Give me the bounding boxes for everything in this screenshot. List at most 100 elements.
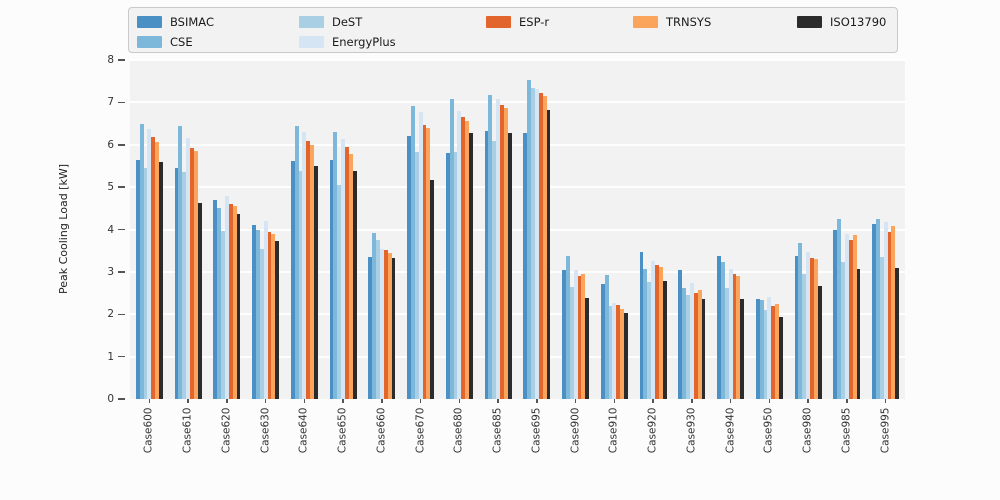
bar-TRNSYS-Case930 [697, 290, 702, 399]
bar-ESP-r-Case650 [345, 147, 349, 399]
bar-group-Case910 [595, 60, 634, 399]
bar-CSE-Case650 [333, 132, 338, 399]
x-tick [536, 399, 538, 403]
bar-CSE-Case980 [798, 243, 803, 399]
bar-ISO13790-Case650 [352, 171, 357, 399]
x-tick-label-Case670: Case670 [414, 407, 427, 454]
bar-DeST-Case660 [376, 240, 380, 399]
bar-ISO13790-Case680 [469, 133, 473, 399]
legend-swatch-TRNSYS [633, 16, 658, 28]
bar-ESP-r-Case685 [500, 104, 504, 399]
bar-ISO13790-Case995 [895, 267, 900, 399]
bar-group-Case680 [440, 60, 479, 399]
gridline [130, 355, 905, 358]
x-tick-label-Case685: Case685 [491, 407, 504, 454]
bar-group-Case920 [634, 60, 673, 399]
bar-group-Case670 [401, 60, 440, 399]
legend: BSIMAC CSE DeST EnergyPlus ESP-r TRNSYS ISO137… [128, 7, 898, 53]
bar-TRNSYS-Case900 [581, 274, 586, 399]
bar-BSIMAC-Case680 [445, 153, 450, 399]
y-tick [118, 59, 125, 61]
x-tick-label-Case950: Case950 [762, 407, 775, 454]
x-tick [807, 399, 809, 403]
y-tick-label: 2 [107, 308, 114, 321]
bar-group-Case930 [673, 60, 712, 399]
x-tick-label-Case660: Case660 [375, 407, 388, 454]
bar-CSE-Case995 [875, 219, 880, 399]
x-tick-label-Case620: Case620 [220, 407, 233, 454]
bar-BSIMAC-Case600 [135, 159, 140, 399]
bar-EnergyPlus-Case670 [418, 111, 423, 399]
bar-TRNSYS-Case695 [542, 96, 547, 399]
bar-TRNSYS-Case950 [775, 304, 780, 399]
legend-item-DeST: DeST [299, 15, 362, 29]
bar-EnergyPlus-Case980 [806, 252, 811, 399]
bar-ISO13790-Case695 [546, 109, 551, 399]
bar-DeST-Case670 [414, 151, 419, 399]
y-tick-label: 0 [107, 393, 114, 405]
y-tick-label: 8 [107, 54, 114, 66]
x-tick-label-Case640: Case640 [297, 407, 310, 454]
bar-ISO13790-Case940 [740, 298, 745, 399]
bar-EnergyPlus-Case610 [186, 138, 191, 399]
y-tick [118, 228, 125, 231]
bar-BSIMAC-Case685 [484, 130, 489, 399]
x-tick-label-Case600: Case600 [142, 407, 155, 454]
x-tick [846, 399, 848, 403]
bar-DeST-Case610 [182, 172, 187, 399]
bar-EnergyPlus-Case685 [496, 98, 501, 399]
bar-group-Case640 [285, 60, 324, 399]
bar-group-Case685 [479, 60, 518, 399]
y-tick [118, 313, 125, 315]
bar-DeST-Case680 [453, 151, 458, 399]
x-tick [226, 399, 228, 403]
bar-CSE-Case900 [565, 256, 570, 399]
bar-group-Case980 [789, 60, 828, 399]
bar-TRNSYS-Case600 [155, 141, 160, 399]
bar-ISO13790-Case985 [856, 268, 861, 399]
bar-ESP-r-Case600 [151, 136, 156, 399]
gridline [130, 270, 905, 273]
y-tick-label: 7 [107, 96, 114, 109]
bar-group-Case950 [750, 60, 789, 399]
x-tick-label-Case980: Case980 [801, 407, 814, 454]
bar-CSE-Case920 [643, 269, 648, 399]
bar-BSIMAC-Case660 [368, 257, 373, 399]
bar-DeST-Case600 [143, 168, 148, 399]
bar-group-Case620 [208, 60, 247, 399]
bar-TRNSYS-Case685 [503, 107, 508, 399]
bar-DeST-Case995 [879, 256, 884, 399]
bar-CSE-Case630 [255, 229, 260, 399]
bar-ISO13790-Case620 [236, 213, 241, 399]
bar-ISO13790-Case980 [817, 285, 822, 399]
legend-swatch-ESP-r [486, 16, 511, 28]
bar-ESP-r-Case910 [616, 304, 621, 399]
bar-DeST-Case930 [686, 295, 690, 399]
bar-DeST-Case910 [608, 305, 613, 399]
bar-BSIMAC-Case620 [213, 199, 218, 399]
bar-ESP-r-Case940 [732, 274, 737, 399]
legend-label-DeST: DeST [332, 15, 363, 29]
bar-TRNSYS-Case650 [348, 154, 353, 399]
bar-CSE-Case680 [449, 99, 454, 399]
x-tick [381, 399, 383, 403]
bar-EnergyPlus-Case600 [147, 129, 152, 399]
gridline [130, 143, 905, 146]
bar-CSE-Case600 [139, 124, 144, 399]
bar-EnergyPlus-Case680 [457, 110, 462, 399]
x-tick-label-Case985: Case985 [840, 407, 853, 454]
x-tick [187, 399, 189, 403]
bar-EnergyPlus-Case910 [612, 302, 617, 399]
bar-group-Case630 [246, 60, 285, 399]
bar-DeST-Case920 [647, 281, 652, 399]
legend-item-ISO13790: ISO13790 [797, 15, 886, 29]
bar-TRNSYS-Case910 [620, 309, 625, 399]
bar-ISO13790-Case930 [701, 299, 706, 399]
bar-ISO13790-Case610 [197, 203, 202, 399]
bar-group-Case985 [828, 60, 867, 399]
bar-group-Case695 [518, 60, 557, 399]
bar-TRNSYS-Case610 [193, 150, 198, 399]
bar-BSIMAC-Case995 [872, 224, 876, 399]
x-tick [613, 399, 616, 403]
